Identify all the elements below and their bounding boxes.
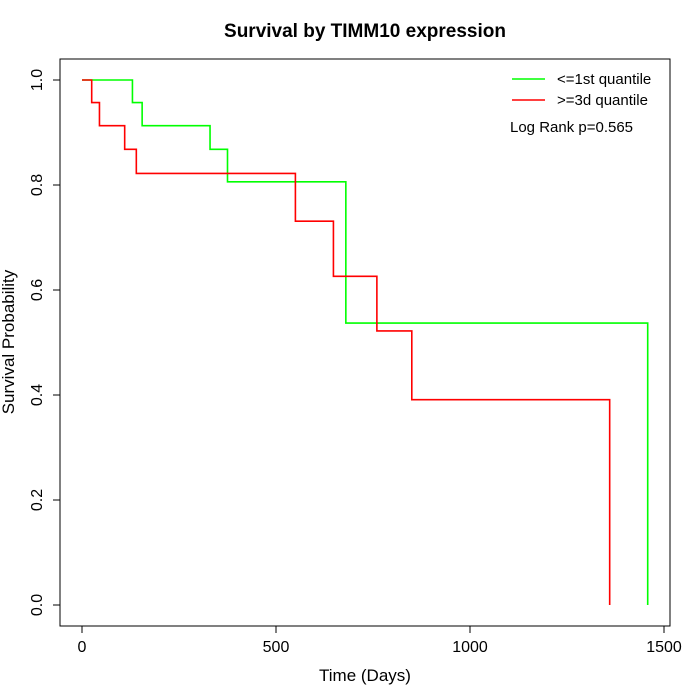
y-tick-label: 1.0 bbox=[29, 69, 46, 91]
y-axis-label: Survival Probability bbox=[0, 269, 18, 414]
y-tick-label: 0.4 bbox=[29, 384, 46, 406]
y-tick-label: 0.8 bbox=[29, 174, 46, 196]
x-tick-label: 0 bbox=[78, 639, 87, 656]
chart-title: Survival by TIMM10 expression bbox=[224, 21, 506, 42]
x-axis: 0 500 1000 1500 bbox=[78, 625, 682, 656]
log-rank-annotation: Log Rank p=0.565 bbox=[510, 119, 633, 136]
survival-curve-2 bbox=[82, 79, 611, 605]
y-tick-label: 0.0 bbox=[29, 594, 46, 616]
y-tick-label: 0.6 bbox=[29, 279, 46, 301]
y-axis: 0.0 0.2 0.4 0.6 0.8 1.0 bbox=[29, 69, 61, 616]
legend-label: <=1st quantile bbox=[557, 71, 651, 88]
x-axis-label: Time (Days) bbox=[319, 666, 411, 685]
y-tick-label: 0.2 bbox=[29, 489, 46, 511]
series-layer bbox=[82, 79, 649, 605]
survival-curve-1 bbox=[82, 79, 649, 605]
legend-label: >=3d quantile bbox=[557, 92, 648, 109]
x-tick-label: 1000 bbox=[452, 639, 488, 656]
x-tick-label: 500 bbox=[263, 639, 290, 656]
legend: <=1st quantile >=3d quantile bbox=[512, 71, 651, 109]
x-tick-label: 1500 bbox=[646, 639, 682, 656]
plot-frame bbox=[59, 58, 671, 627]
